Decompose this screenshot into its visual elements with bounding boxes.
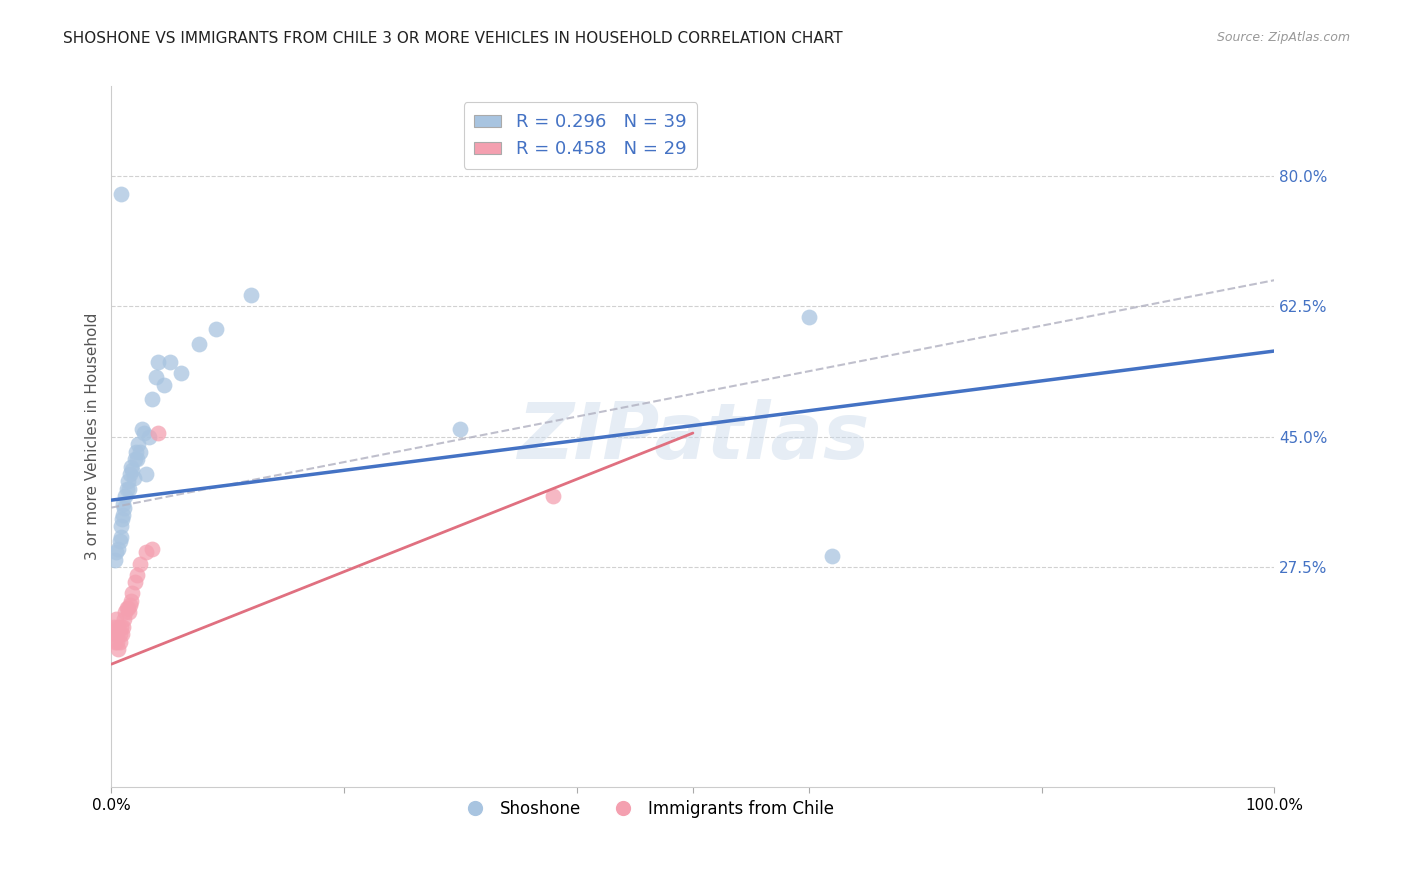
Point <box>107 642 129 657</box>
Point <box>122 471 145 485</box>
Text: Source: ZipAtlas.com: Source: ZipAtlas.com <box>1216 31 1350 45</box>
Point <box>112 612 135 626</box>
Point <box>145 370 167 384</box>
Point <box>110 187 132 202</box>
Point <box>135 545 157 559</box>
Point <box>118 467 141 481</box>
Point <box>105 624 128 638</box>
Point <box>104 634 127 648</box>
Point <box>124 452 146 467</box>
Point <box>118 605 141 619</box>
Point <box>105 627 128 641</box>
Point <box>121 463 143 477</box>
Point <box>159 355 181 369</box>
Point <box>107 541 129 556</box>
Legend: Shoshone, Immigrants from Chile: Shoshone, Immigrants from Chile <box>451 793 841 824</box>
Point <box>135 467 157 481</box>
Point <box>118 598 141 612</box>
Point <box>118 482 141 496</box>
Point <box>115 482 138 496</box>
Point <box>111 627 134 641</box>
Point <box>105 545 128 559</box>
Point <box>103 620 125 634</box>
Point <box>112 620 135 634</box>
Point <box>104 627 127 641</box>
Point <box>124 575 146 590</box>
Point <box>146 355 169 369</box>
Point <box>107 620 129 634</box>
Point <box>115 601 138 615</box>
Point <box>105 634 128 648</box>
Point <box>120 459 142 474</box>
Point <box>114 605 136 619</box>
Text: ZIPatlas: ZIPatlas <box>517 399 869 475</box>
Point <box>108 534 131 549</box>
Point <box>120 594 142 608</box>
Point <box>449 422 471 436</box>
Point <box>112 500 135 515</box>
Point <box>187 336 209 351</box>
Point <box>110 530 132 544</box>
Point <box>138 430 160 444</box>
Point <box>117 475 139 489</box>
Point <box>141 392 163 407</box>
Point <box>108 634 131 648</box>
Point <box>543 490 565 504</box>
Point <box>108 627 131 641</box>
Point <box>821 549 844 563</box>
Point <box>799 310 821 325</box>
Text: SHOSHONE VS IMMIGRANTS FROM CHILE 3 OR MORE VEHICLES IN HOUSEHOLD CORRELATION CH: SHOSHONE VS IMMIGRANTS FROM CHILE 3 OR M… <box>63 31 842 46</box>
Point <box>239 288 262 302</box>
Point <box>129 444 152 458</box>
Point <box>110 519 132 533</box>
Point <box>152 377 174 392</box>
Point <box>112 508 135 522</box>
Point <box>117 601 139 615</box>
Point <box>125 452 148 467</box>
Point <box>105 612 128 626</box>
Y-axis label: 3 or more Vehicles in Household: 3 or more Vehicles in Household <box>86 313 100 560</box>
Point <box>132 425 155 440</box>
Point <box>104 553 127 567</box>
Point <box>141 541 163 556</box>
Point <box>112 497 135 511</box>
Point <box>121 586 143 600</box>
Point <box>110 620 132 634</box>
Point <box>127 437 149 451</box>
Point <box>131 422 153 436</box>
Point <box>111 512 134 526</box>
Point <box>114 490 136 504</box>
Point <box>129 557 152 571</box>
Point <box>170 367 193 381</box>
Point <box>125 567 148 582</box>
Point <box>205 321 228 335</box>
Point <box>146 425 169 440</box>
Point <box>125 444 148 458</box>
